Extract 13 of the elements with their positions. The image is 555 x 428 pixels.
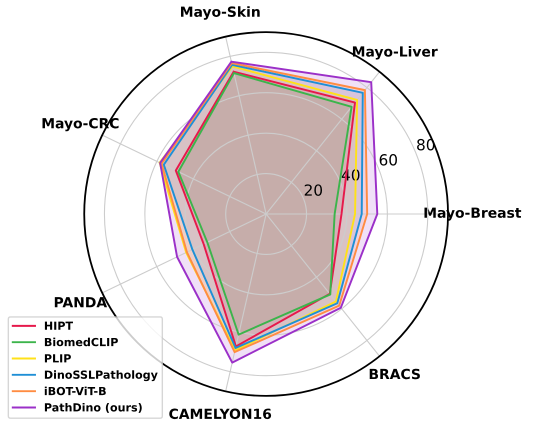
legend-label: BiomedCLIP (44, 338, 118, 346)
spoke-label: PANDA (54, 297, 108, 308)
legend-label: iBOT-ViT-B (44, 386, 106, 396)
spoke-label: BRACS (370, 368, 420, 380)
spoke-label: Mayo-Skin (181, 6, 260, 20)
spoke-label: CAMELYON16 (169, 408, 272, 420)
legend-label: PLIP (44, 354, 71, 362)
y-tick-label: 60 (380, 154, 397, 166)
legend-label: PathDino (ours) (44, 402, 142, 413)
spoke-label: Mayo-Liver (352, 46, 438, 60)
legend-label: DinoSSLPathology (44, 370, 158, 382)
legend-label: HIPT (44, 322, 73, 330)
y-tick-label: 20 (304, 184, 322, 196)
